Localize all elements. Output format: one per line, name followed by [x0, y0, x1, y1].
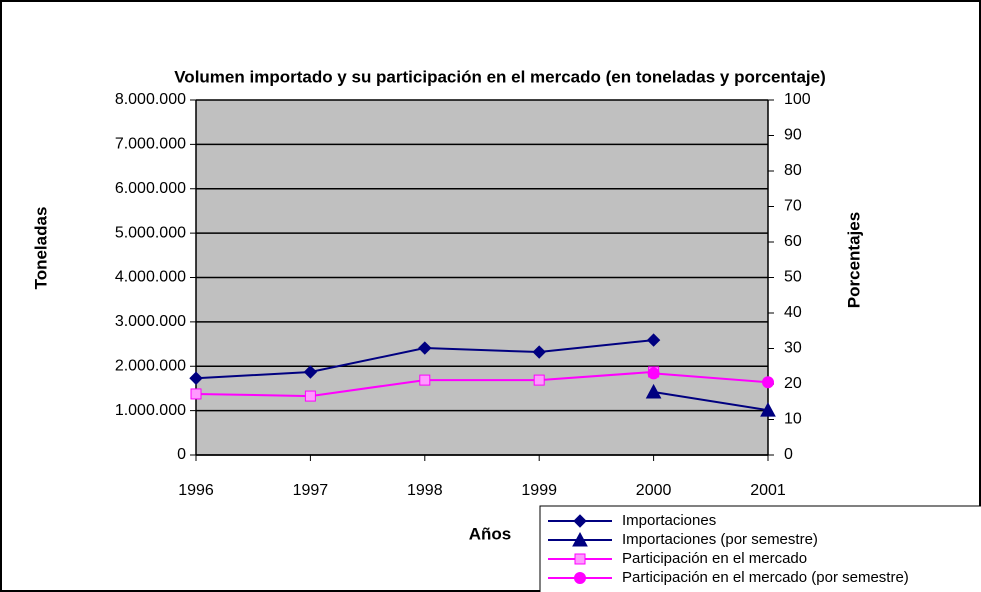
marker: [645, 383, 662, 399]
chart-title: Volumen importado y su participación en …: [174, 67, 826, 86]
y2-tick-label: 100: [784, 91, 811, 108]
y2-tick-label: 40: [784, 304, 802, 321]
x-tick-label: 1999: [521, 482, 557, 499]
y2-tick-label: 70: [784, 198, 802, 215]
legend-label: Importaciones: [622, 512, 716, 529]
y-tick-label: 2.000.000: [115, 357, 186, 374]
marker: [303, 365, 318, 379]
x-tick-label: 2001: [750, 482, 786, 499]
series-line: [653, 390, 769, 412]
y-tick-label: 5.000.000: [115, 224, 186, 241]
y2-tick-label: 90: [784, 127, 802, 144]
y2-tick-label: 0: [784, 446, 793, 463]
marker: [646, 333, 661, 347]
y2-tick-label: 60: [784, 233, 802, 250]
y-tick-label: 6.000.000: [115, 180, 186, 197]
y-tick-label: 8.000.000: [115, 91, 186, 108]
series-line: [653, 372, 769, 384]
legend-label: Participación en el mercado (por semestr…: [622, 569, 909, 586]
marker: [762, 376, 774, 389]
y2-tick-label: 30: [784, 340, 802, 357]
marker: [574, 572, 586, 584]
y-tick-label: 7.000.000: [115, 136, 186, 153]
x-tick-label: 1996: [178, 482, 214, 499]
marker: [190, 388, 202, 400]
marker: [532, 345, 546, 359]
marker: [189, 371, 203, 385]
y2-axis-title: Porcentajes: [844, 212, 863, 308]
legend-label: Participación en el mercado: [622, 550, 807, 567]
marker: [647, 367, 660, 380]
marker: [573, 514, 587, 528]
y2-tick-label: 20: [784, 375, 802, 392]
y-tick-label: 3.000.000: [115, 313, 186, 330]
y-axis-title: Toneladas: [31, 207, 50, 290]
x-tick-label: 1997: [293, 482, 329, 499]
y-tick-label: 1.000.000: [115, 402, 186, 419]
marker: [574, 553, 586, 565]
x-axis-title: Años: [469, 524, 512, 543]
x-tick-label: 1998: [407, 482, 443, 499]
legend-box: [539, 505, 981, 592]
marker: [418, 341, 432, 355]
y-tick-label: 4.000.000: [115, 269, 186, 286]
marker: [533, 374, 545, 386]
y2-tick-label: 10: [784, 411, 802, 428]
marker: [419, 374, 431, 386]
marker: [760, 402, 776, 417]
legend-label: Importaciones (por semestre): [622, 531, 818, 548]
marker: [572, 531, 588, 547]
marker: [304, 390, 316, 402]
x-tick-label: 2000: [636, 482, 672, 499]
y2-tick-label: 50: [784, 269, 802, 286]
y2-tick-label: 80: [784, 162, 802, 179]
y-tick-label: 0: [177, 446, 186, 463]
